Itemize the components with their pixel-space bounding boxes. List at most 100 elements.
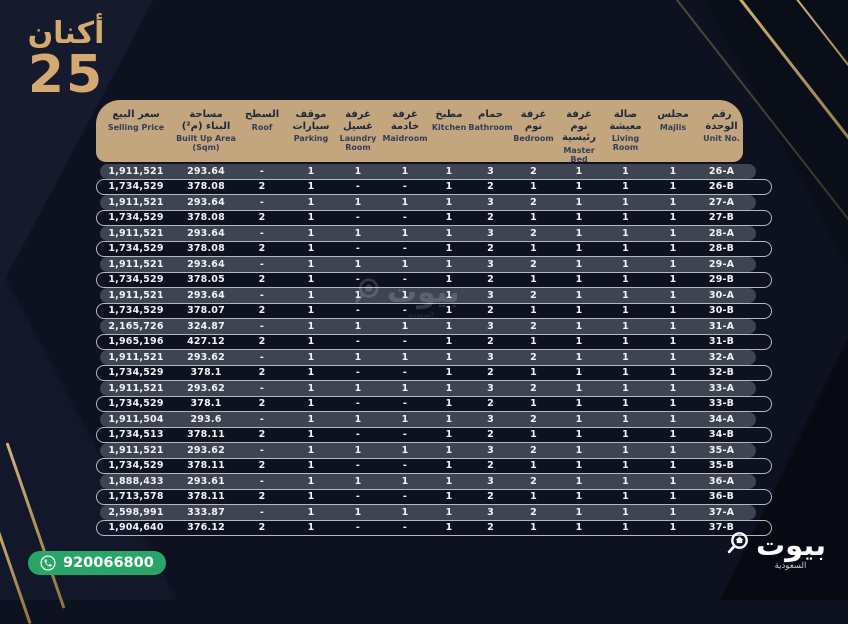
cell-kitchen: 1 <box>445 367 453 379</box>
cell-maid: 1 <box>401 320 409 332</box>
cell-price: 1,911,521 <box>108 444 164 456</box>
cell-living: 1 <box>622 165 629 177</box>
cell-master: 1 <box>575 181 583 193</box>
column-header-arabic: غرفة نوم رئيسية <box>562 109 596 143</box>
cell-maid: - <box>402 460 408 472</box>
cell-bath: 2 <box>487 429 494 441</box>
cell-living: 1 <box>622 336 629 348</box>
cell-roof: - <box>259 227 265 239</box>
cell-unit: 28-B <box>708 243 735 255</box>
cell-area: 293.62 <box>187 444 225 456</box>
cell-bed: 1 <box>530 522 537 534</box>
cell-laundry: - <box>355 522 361 534</box>
cell-majlis: 1 <box>669 212 677 224</box>
cell-kitchen: 1 <box>445 181 453 193</box>
cell-roof: 2 <box>258 336 266 348</box>
cell-roof: - <box>259 475 265 487</box>
cell-maid: 1 <box>401 258 409 270</box>
cell-master: 1 <box>575 336 583 348</box>
cell-unit: 31-A <box>708 320 735 332</box>
bayut-logo: بيوت السعودية <box>725 530 826 571</box>
cell-bath: 2 <box>487 491 494 503</box>
table-row-36-A: 1,888,433 293.61 - 1 1 1 1 3 2 1 1 1 36-A <box>96 474 772 489</box>
column-header-english: Majlis <box>659 122 687 132</box>
cell-kitchen: 1 <box>445 413 453 425</box>
cell-majlis: 1 <box>669 165 677 177</box>
cell-laundry: - <box>355 305 361 317</box>
cell-master: 1 <box>575 351 583 363</box>
cell-living: 1 <box>622 196 629 208</box>
phone-button[interactable]: 920066800 <box>28 551 166 575</box>
cell-kitchen: 1 <box>445 491 453 503</box>
cell-bath: 3 <box>487 258 494 270</box>
cell-bed: 2 <box>530 506 537 518</box>
cell-price: 1,734,529 <box>108 305 164 317</box>
column-header-majlis: مجلس Majlis <box>649 100 697 162</box>
cell-parking: 1 <box>307 320 315 332</box>
cell-area: 378.1 <box>190 398 222 410</box>
column-header-english: Kitchen <box>431 122 467 132</box>
cell-parking: 1 <box>307 491 315 503</box>
cell-kitchen: 1 <box>445 460 453 472</box>
column-header-kitchen: مطبخ Kitchen <box>428 100 470 162</box>
cell-area: 378.08 <box>187 243 225 255</box>
cell-bath: 2 <box>487 274 494 286</box>
cell-living: 1 <box>622 305 629 317</box>
cell-area: 293.62 <box>187 351 225 363</box>
table-rows: 1,911,521 293.64 - 1 1 1 1 3 2 1 1 1 26-A 1,734,529 37… <box>96 164 772 535</box>
cell-roof: - <box>259 320 265 332</box>
cell-maid: - <box>402 243 408 255</box>
cell-price: 1,911,521 <box>108 165 164 177</box>
cell-bath: 3 <box>487 351 494 363</box>
cell-roof: - <box>259 351 265 363</box>
cell-bed: 1 <box>530 305 537 317</box>
table-row-30-A: 1,911,521 293.64 - 1 1 1 1 3 2 1 1 1 30-A <box>96 288 772 303</box>
cell-roof: 2 <box>258 522 266 534</box>
cell-unit: 36-B <box>708 491 735 503</box>
cell-roof: - <box>259 413 265 425</box>
cell-roof: 2 <box>258 181 266 193</box>
cell-area: 293.62 <box>187 382 225 394</box>
column-header-arabic: مساحة البناء (م²) <box>181 109 231 132</box>
cell-majlis: 1 <box>669 367 677 379</box>
cell-maid: - <box>402 181 408 193</box>
cell-kitchen: 1 <box>445 522 453 534</box>
cell-parking: 1 <box>307 258 315 270</box>
cell-laundry: - <box>355 429 361 441</box>
cell-price: 1,911,504 <box>108 413 164 425</box>
cell-unit: 29-B <box>708 274 735 286</box>
cell-unit: 34-B <box>708 429 735 441</box>
cell-bed: 1 <box>530 429 537 441</box>
cell-unit: 30-B <box>708 305 735 317</box>
column-header-english: Master Bed <box>563 145 595 163</box>
cell-price: 1,734,529 <box>108 460 164 472</box>
column-header-english: Bedroom <box>513 134 554 143</box>
cell-price: 1,734,529 <box>108 181 164 193</box>
bayut-watermark-sub: السعودية <box>407 311 434 319</box>
table-row-34-A: 1,911,504 293.6 - 1 1 1 1 3 2 1 1 1 34-A <box>96 412 772 427</box>
cell-area: 378.11 <box>187 491 225 503</box>
column-header-bath: حمام Bathroom <box>468 100 512 162</box>
cell-parking: 1 <box>307 351 315 363</box>
cell-bed: 1 <box>530 491 537 503</box>
column-header-arabic: سعر البيع <box>112 109 160 120</box>
cell-maid: 1 <box>401 289 409 301</box>
cell-majlis: 1 <box>669 475 677 487</box>
cell-bed: 2 <box>530 227 537 239</box>
cell-unit: 32-B <box>708 367 735 379</box>
cell-majlis: 1 <box>669 506 677 518</box>
cell-roof: - <box>259 506 265 518</box>
cell-master: 1 <box>575 382 583 394</box>
cell-unit: 29-A <box>708 258 735 270</box>
cell-kitchen: 1 <box>445 196 453 208</box>
cell-living: 1 <box>622 258 629 270</box>
table-row-37-B: 1,904,640 376.12 2 1 - - 1 2 1 1 1 1 37-B <box>96 520 772 535</box>
cell-kitchen: 1 <box>445 274 453 286</box>
cell-master: 1 <box>575 289 583 301</box>
cell-bed: 1 <box>530 274 537 286</box>
cell-price: 1,734,529 <box>108 398 164 410</box>
cell-master: 1 <box>575 491 583 503</box>
cell-laundry: 1 <box>354 351 362 363</box>
cell-parking: 1 <box>307 165 315 177</box>
cell-bed: 2 <box>530 258 537 270</box>
